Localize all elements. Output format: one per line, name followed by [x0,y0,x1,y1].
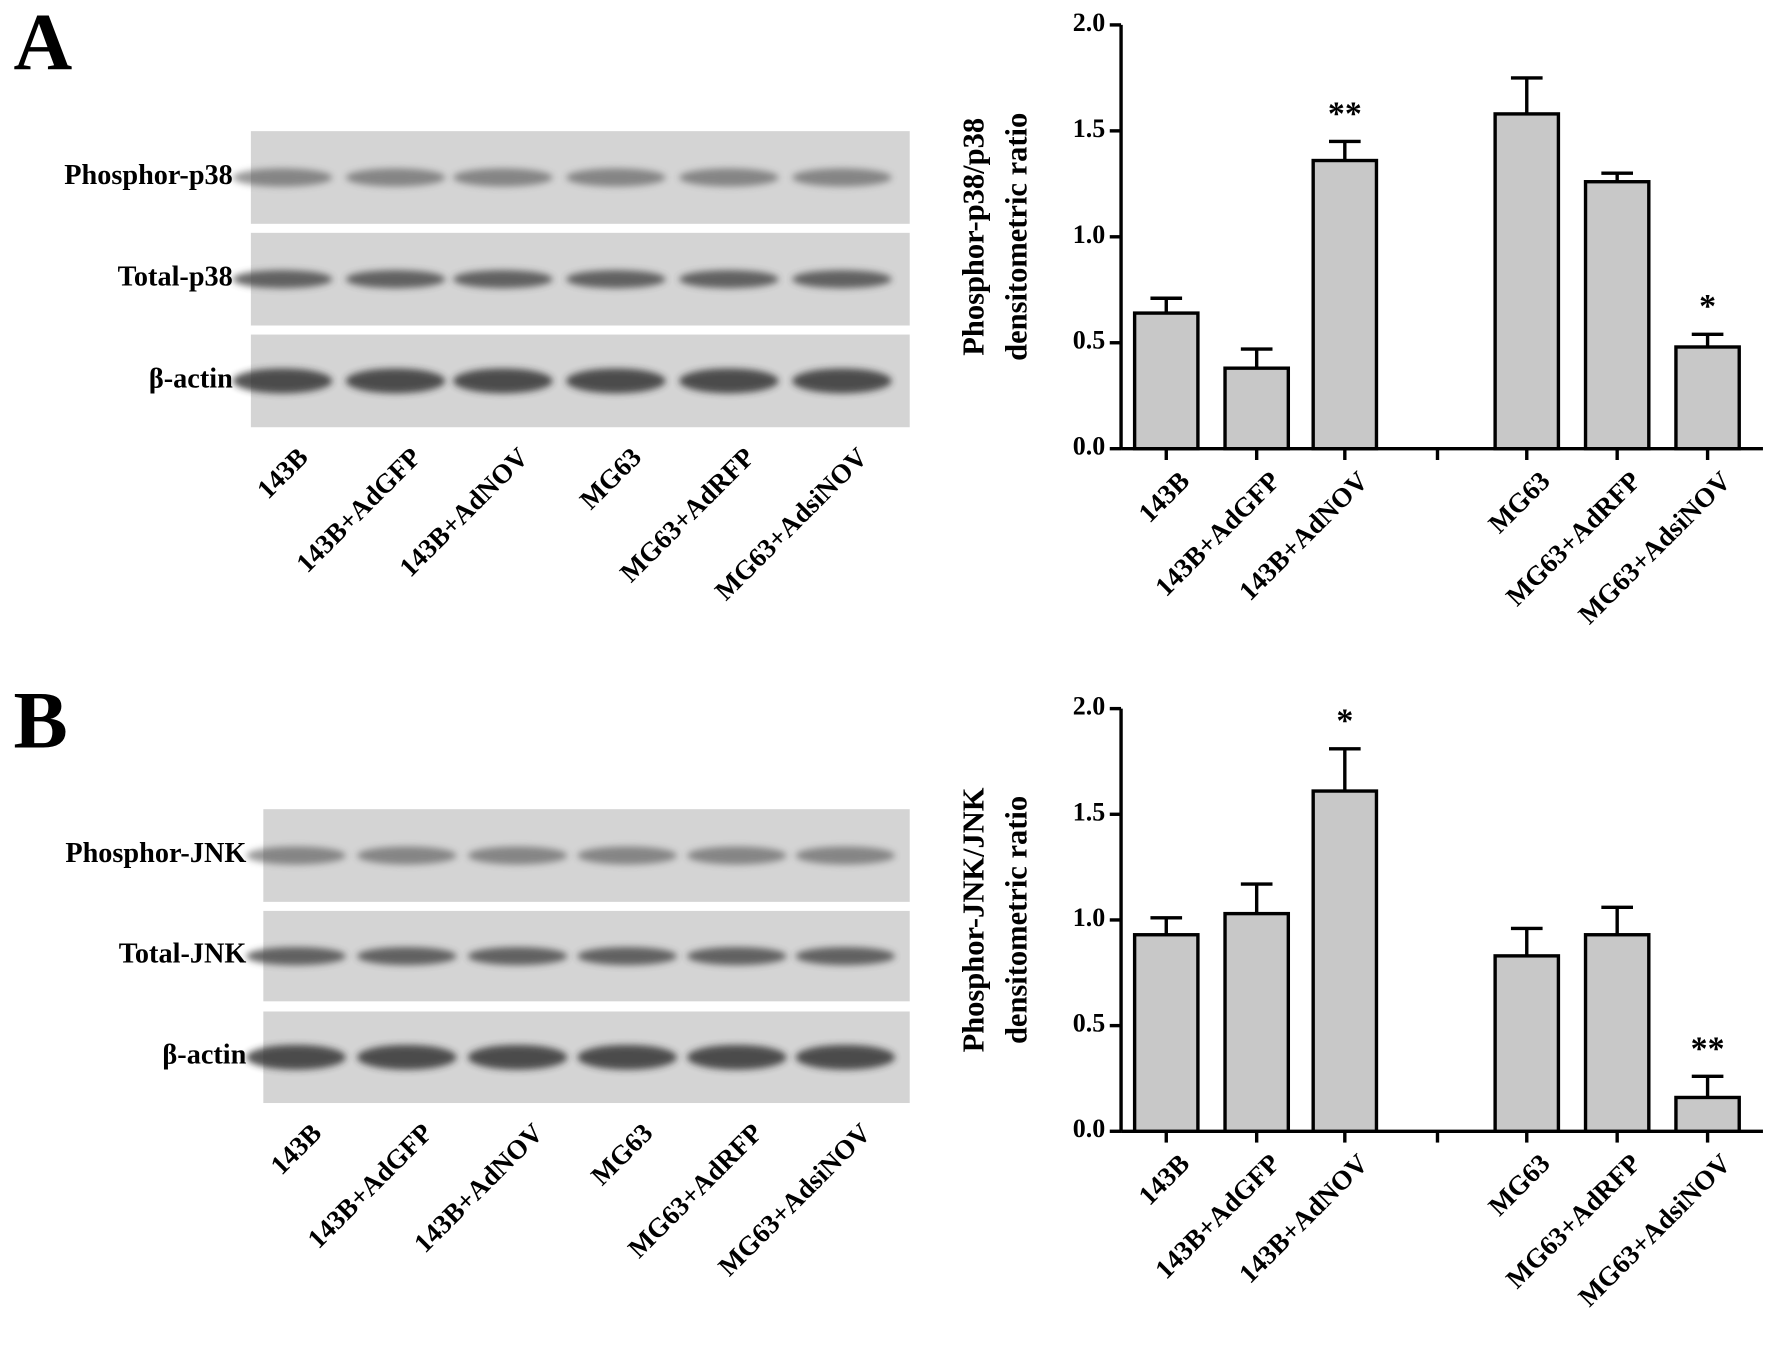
y-tick-label: 1.5 [1073,797,1105,826]
error-bar [1240,882,1273,914]
blot-band [577,947,677,966]
y-tick-label: 0.0 [1073,432,1105,461]
blot-band [795,947,896,966]
significance-mark: ** [1691,1030,1725,1067]
x-tick-label: 143B [1132,1148,1195,1211]
blot-band [566,368,666,394]
y-axis-label: densitometric ratio [999,113,1033,361]
blot-lane-label: 143B [251,442,314,505]
bar [1311,158,1379,451]
error-bar [1329,747,1361,792]
blot-band [467,846,568,865]
blot-band [577,846,677,865]
panel-letter: A [14,0,73,88]
blot-row-label: β-actin [149,363,233,394]
blot-band [232,270,333,289]
blot-row-label: Phosphor-p38 [64,160,233,191]
blot-band [577,1044,677,1070]
x-tick-label: MG63 [1482,1148,1555,1221]
significance-mark: * [1336,703,1353,740]
x-tick-label: MG63+AdsiNOV [1572,465,1736,629]
blot-band [679,270,779,289]
blot-band [467,947,568,966]
y-tick-label: 0.0 [1073,1114,1105,1143]
blot-lane-label: MG63 [585,1118,658,1191]
error-bar [1240,347,1273,369]
x-tick-label: 143B [1132,466,1195,529]
bar [1223,911,1291,1133]
blot-row-label: Total-p38 [118,262,233,293]
blot-band [792,168,892,187]
y-tick-label: 2.0 [1073,8,1105,37]
blot-row-label: Phosphor-JNK [65,838,246,869]
bar [1583,933,1651,1133]
y-axis-label: Phosphor-p38/p38 [956,118,990,356]
blot-band [566,168,666,187]
bar [1132,933,1200,1133]
y-tick-label: 1.0 [1073,903,1105,932]
x-tick-label: MG63 [1482,466,1555,539]
blot-band [246,947,346,966]
bar [1223,366,1291,451]
blot-band [792,368,892,394]
y-tick-label: 0.5 [1073,326,1105,355]
blot-band [453,368,553,394]
blot-band [795,1044,896,1070]
bar [1311,789,1379,1133]
y-tick-label: 2.0 [1073,692,1105,721]
blot-row-label: Total-JNK [119,939,247,970]
significance-mark: * [1699,288,1716,325]
blot-band [345,270,446,289]
error-bar [1691,332,1724,347]
bar [1674,345,1741,451]
error-bar [1150,916,1183,935]
y-tick-label: 1.5 [1073,114,1105,143]
blot-lane-label: MG63 [574,442,647,515]
significance-mark: ** [1328,95,1362,132]
blot-band [232,168,333,187]
y-tick-label: 1.0 [1073,220,1105,249]
bar [1493,954,1561,1133]
blot-band [232,368,333,394]
bar [1583,180,1651,451]
error-bar [1601,905,1633,935]
blot-band [792,270,892,289]
panel-letter: B [14,675,68,766]
blot-band [795,846,896,865]
blot-lane-label: 143B [265,1118,328,1181]
blot-band [246,1044,346,1070]
blot-band [467,1044,568,1070]
blot-band [357,1044,457,1070]
error-bar [1150,296,1183,314]
error-bar [1510,926,1543,956]
bar [1132,311,1200,451]
x-tick-label: MG63+AdsiNOV [1572,1148,1736,1312]
blot-band [679,168,779,187]
blot-band [687,947,787,966]
blot-band [357,947,457,966]
bar [1674,1095,1741,1133]
blot-band [246,846,346,865]
blot-band [687,1044,787,1070]
blot-band [566,270,666,289]
error-bar [1510,76,1543,114]
blot-band [345,168,446,187]
blot-band [679,368,779,394]
blot-band [453,270,553,289]
y-axis-label: Phosphor-JNK/JNK [956,787,990,1052]
blot-band [345,368,446,394]
blot-band [357,846,457,865]
error-bar [1691,1074,1724,1098]
y-axis-label: densitometric ratio [999,796,1033,1044]
error-bar [1329,139,1361,161]
bar [1493,112,1561,451]
blot-band [453,168,553,187]
y-tick-label: 0.5 [1073,1009,1105,1038]
blot-band [687,846,787,865]
blot-row-label: β-actin [162,1040,246,1071]
